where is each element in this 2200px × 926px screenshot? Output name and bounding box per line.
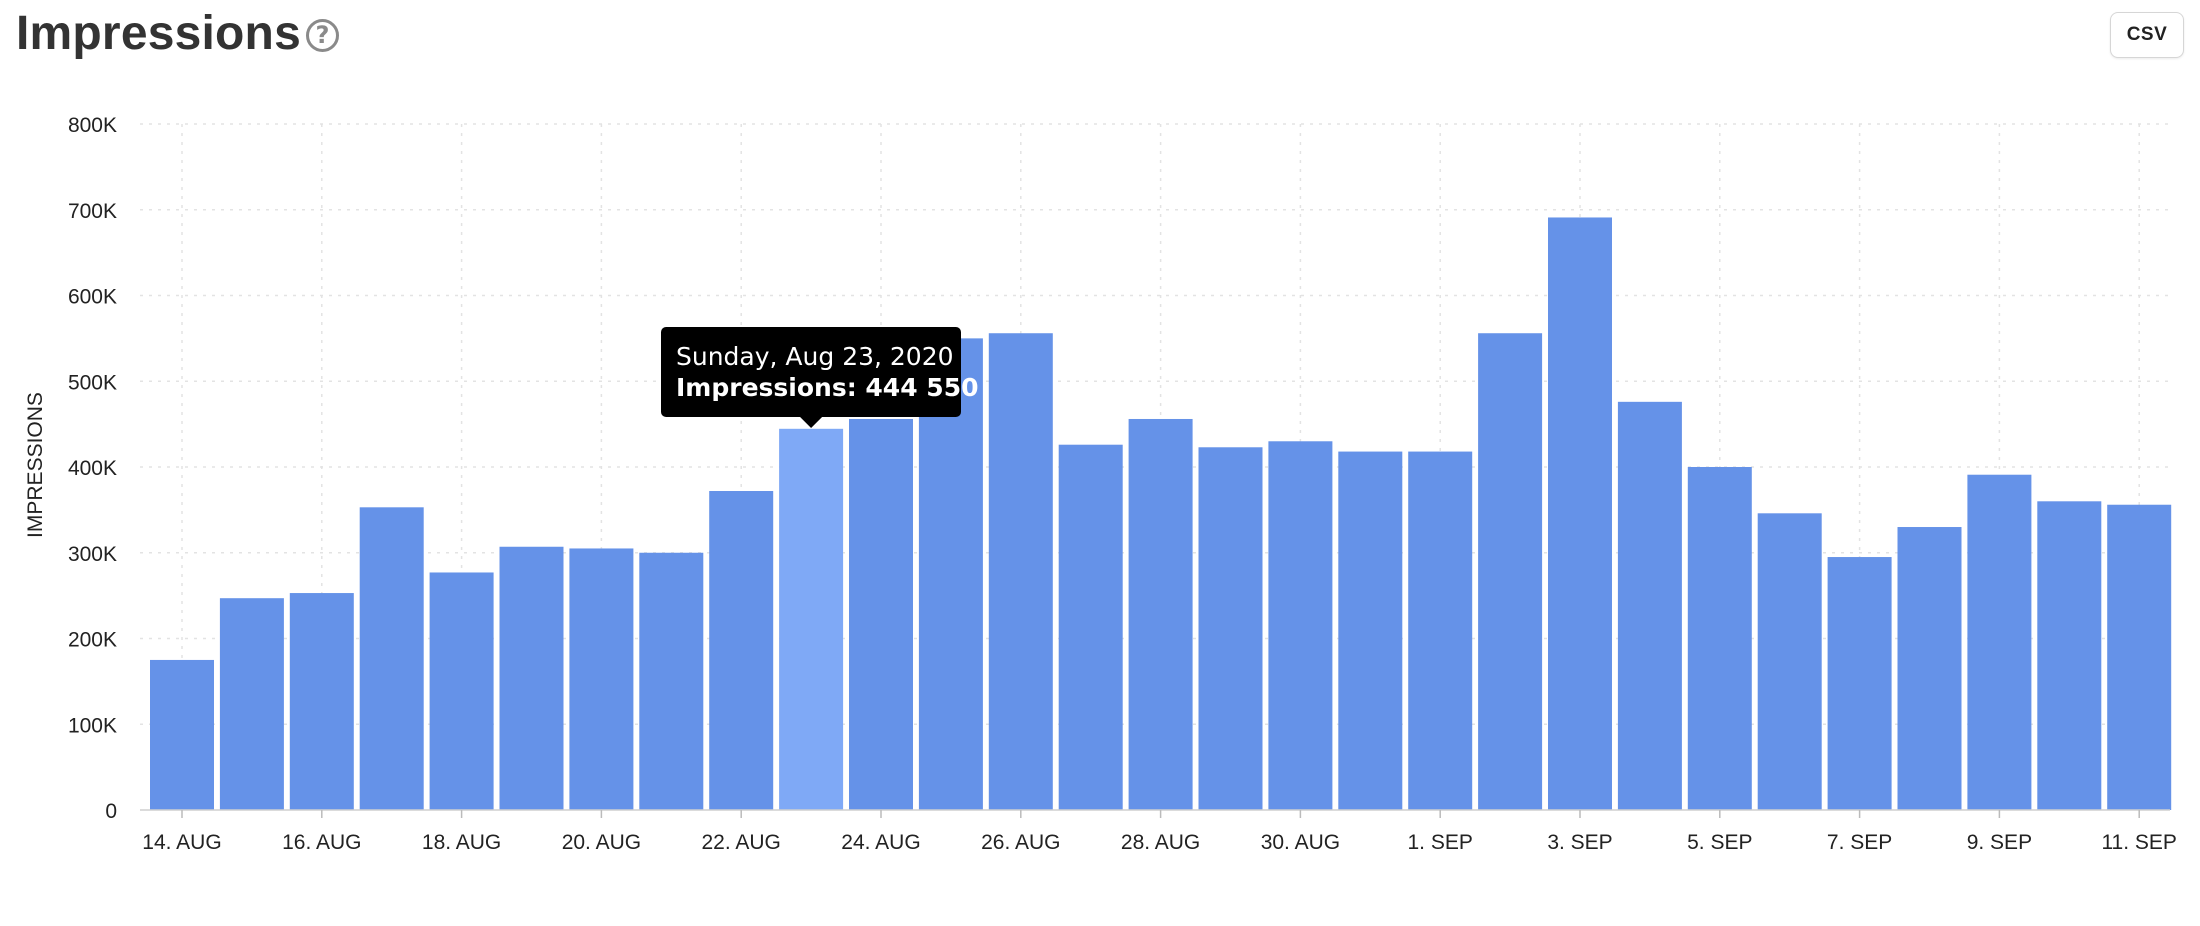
help-icon[interactable]: ? bbox=[306, 19, 339, 52]
bars bbox=[150, 217, 2172, 810]
chart-tooltip: Sunday, Aug 23, 2020 Impressions: 444 55… bbox=[661, 327, 979, 428]
bar[interactable] bbox=[1967, 474, 2032, 810]
bar[interactable] bbox=[1268, 441, 1333, 810]
y-tick-label: 200K bbox=[68, 629, 117, 652]
bar[interactable] bbox=[219, 598, 284, 810]
bar[interactable] bbox=[569, 548, 634, 810]
x-tick-label: 22. AUG bbox=[702, 831, 781, 854]
y-tick-label: 800K bbox=[68, 114, 117, 137]
x-tick-label: 14. AUG bbox=[142, 831, 221, 854]
y-tick-label: 0 bbox=[105, 800, 117, 823]
x-tick-label: 9. SEP bbox=[1967, 831, 2032, 854]
x-tick-label: 5. SEP bbox=[1687, 831, 1752, 854]
y-tick-label: 400K bbox=[68, 457, 117, 480]
bar[interactable] bbox=[1128, 418, 1193, 810]
y-axis-label: IMPRESSIONS bbox=[24, 392, 47, 538]
tooltip-arrow bbox=[800, 417, 823, 428]
tooltip-date: Sunday, Aug 23, 2020 bbox=[676, 342, 954, 371]
x-tick-label: 26. AUG bbox=[981, 831, 1060, 854]
x-tick-label: 18. AUG bbox=[422, 831, 501, 854]
bar[interactable] bbox=[1617, 401, 1682, 810]
bar[interactable] bbox=[1478, 333, 1543, 810]
y-tick-label: 500K bbox=[68, 371, 117, 394]
bar[interactable] bbox=[779, 428, 844, 810]
x-axis: 14. AUG 16. AUG 18. AUG 20. AUG 22. AUG 24. A… bbox=[142, 810, 2177, 854]
bar[interactable] bbox=[1058, 444, 1123, 810]
csv-export-button[interactable]: CSV bbox=[2110, 12, 2184, 58]
bar[interactable] bbox=[499, 546, 564, 810]
bar[interactable] bbox=[1757, 513, 1822, 810]
bar[interactable] bbox=[289, 593, 354, 810]
bar[interactable] bbox=[1548, 217, 1612, 810]
x-tick-label: 1. SEP bbox=[1408, 831, 1473, 854]
x-tick-label: 24. AUG bbox=[841, 831, 920, 854]
bar[interactable] bbox=[1687, 467, 1752, 810]
bar[interactable] bbox=[1408, 451, 1473, 810]
y-axis: 0 100K 200K 300K 400K 500K 600K 700K 800K bbox=[68, 114, 117, 823]
y-tick-label: 600K bbox=[68, 286, 117, 309]
x-tick-label: 28. AUG bbox=[1121, 831, 1200, 854]
bar[interactable] bbox=[1897, 527, 1962, 810]
x-tick-label: 20. AUG bbox=[562, 831, 641, 854]
bar[interactable] bbox=[429, 572, 494, 810]
bar[interactable] bbox=[1827, 557, 1892, 810]
page-title: Impressions bbox=[16, 7, 301, 60]
bar[interactable] bbox=[709, 491, 774, 810]
bar[interactable] bbox=[1198, 447, 1263, 810]
y-tick-label: 300K bbox=[68, 543, 117, 566]
bar[interactable] bbox=[2107, 504, 2172, 810]
x-tick-label: 16. AUG bbox=[282, 831, 361, 854]
bar[interactable] bbox=[150, 659, 214, 810]
bar[interactable] bbox=[639, 552, 704, 810]
x-tick-label: 7. SEP bbox=[1827, 831, 1892, 854]
bar[interactable] bbox=[359, 507, 424, 810]
tooltip-box bbox=[661, 327, 961, 417]
bar[interactable] bbox=[1338, 451, 1403, 810]
tooltip-value: Impressions: 444 550 bbox=[676, 373, 979, 402]
x-tick-label: 11. SEP bbox=[2101, 831, 2177, 854]
x-tick-label: 30. AUG bbox=[1261, 831, 1340, 854]
bar[interactable] bbox=[849, 418, 913, 810]
x-tick-label: 3. SEP bbox=[1547, 831, 1612, 854]
y-tick-label: 700K bbox=[68, 200, 117, 223]
bar[interactable] bbox=[2037, 501, 2102, 810]
bar[interactable] bbox=[988, 333, 1053, 810]
y-tick-label: 100K bbox=[68, 714, 117, 737]
